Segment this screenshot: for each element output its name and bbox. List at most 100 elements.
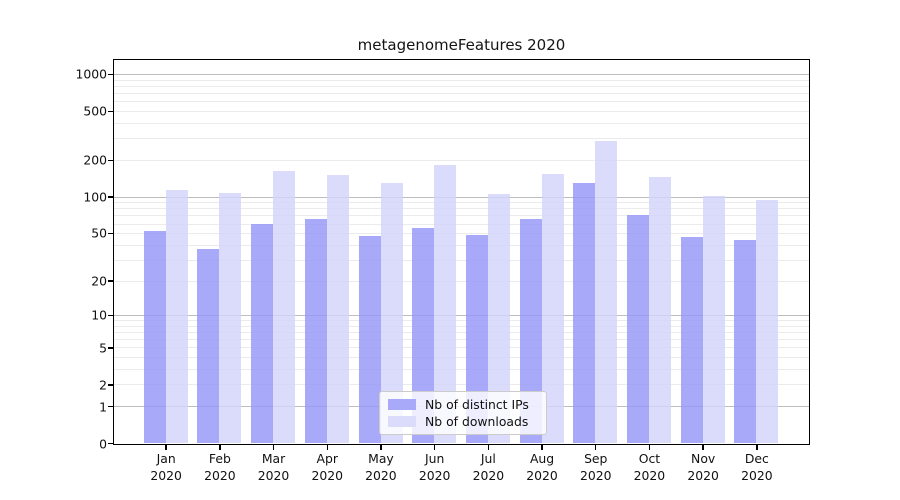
x-tick-year: 2020 bbox=[150, 467, 182, 483]
gridline-minor bbox=[114, 325, 809, 327]
x-tick-mark bbox=[702, 445, 704, 450]
y-tick-label: 1000 bbox=[75, 66, 107, 82]
gridline-minor bbox=[114, 159, 809, 161]
x-tick-mark bbox=[219, 445, 221, 450]
x-tick-year: 2020 bbox=[204, 467, 236, 483]
y-tick-label: 1 bbox=[99, 399, 107, 415]
gridline-minor bbox=[114, 215, 809, 217]
gridline-minor bbox=[114, 101, 809, 103]
bar-downloads bbox=[541, 174, 564, 444]
x-tick-label: Jun 2020 bbox=[403, 451, 467, 484]
y-tick-mark bbox=[108, 159, 113, 161]
x-tick-year: 2020 bbox=[526, 467, 558, 483]
gridline-minor bbox=[114, 202, 809, 204]
x-tick-label: Sep 2020 bbox=[564, 451, 628, 484]
gridline-minor bbox=[114, 244, 809, 246]
y-tick-label: 0 bbox=[99, 436, 107, 452]
x-tick-month: Nov bbox=[691, 451, 716, 466]
bar-distinct-ips bbox=[304, 218, 327, 444]
y-tick-mark bbox=[108, 280, 113, 282]
x-tick-label: Mar 2020 bbox=[242, 451, 306, 484]
x-tick-year: 2020 bbox=[741, 467, 773, 483]
y-tick-mark bbox=[108, 110, 113, 113]
x-tick-mark bbox=[595, 445, 597, 450]
x-tick-year: 2020 bbox=[687, 467, 719, 483]
bar-distinct-ips bbox=[251, 223, 274, 444]
x-tick-mark bbox=[380, 445, 382, 450]
gridline-minor bbox=[114, 347, 809, 349]
gridline-minor bbox=[114, 223, 809, 225]
bar-downloads bbox=[219, 192, 242, 444]
x-tick-year: 2020 bbox=[418, 467, 451, 483]
bar-downloads bbox=[595, 140, 618, 444]
gridline-minor bbox=[114, 110, 809, 112]
legend-label-downloads: Nb of downloads bbox=[425, 414, 529, 429]
bar-downloads bbox=[756, 200, 779, 444]
x-tick-label: Feb 2020 bbox=[188, 451, 252, 484]
plot-area bbox=[113, 59, 810, 445]
y-tick-mark bbox=[108, 73, 113, 76]
x-tick-mark bbox=[433, 445, 436, 450]
gridline-minor bbox=[114, 122, 809, 124]
y-tick-label: 10 bbox=[91, 307, 107, 323]
x-tick-mark bbox=[648, 445, 651, 450]
y-tick-label: 2 bbox=[99, 377, 107, 393]
y-tick-mark bbox=[108, 314, 113, 317]
bar-downloads bbox=[380, 183, 403, 444]
x-tick-year: 2020 bbox=[365, 467, 397, 483]
x-tick-mark bbox=[165, 445, 167, 450]
x-tick-mark bbox=[541, 445, 543, 450]
gridline-minor bbox=[114, 79, 809, 81]
gridline-minor bbox=[114, 369, 809, 371]
y-tick-mark bbox=[108, 405, 113, 408]
y-tick-label: 200 bbox=[83, 152, 107, 168]
bar-downloads bbox=[434, 165, 457, 444]
y-tick-label: 5 bbox=[99, 340, 107, 356]
x-tick-month: Mar bbox=[261, 451, 286, 466]
gridline-minor bbox=[114, 85, 809, 87]
x-tick-year: 2020 bbox=[311, 467, 344, 483]
bar-downloads bbox=[165, 190, 188, 444]
x-tick-label: Nov 2020 bbox=[671, 451, 735, 484]
gridline-minor bbox=[114, 384, 809, 386]
bar-distinct-ips bbox=[358, 236, 381, 444]
x-tick-year: 2020 bbox=[633, 467, 666, 483]
legend-swatch-downloads bbox=[388, 416, 416, 427]
gridline-minor bbox=[114, 332, 809, 334]
bar-downloads bbox=[702, 196, 725, 444]
legend: Nb of distinct IPs Nb of downloads bbox=[379, 391, 547, 435]
y-tick-mark bbox=[108, 384, 113, 386]
gridline-major bbox=[114, 74, 809, 75]
gridline-major bbox=[114, 315, 809, 317]
x-tick-label: Dec 2020 bbox=[725, 451, 789, 484]
chart-title: metagenomeFeatures 2020 bbox=[357, 36, 566, 54]
bar-distinct-ips bbox=[197, 248, 220, 444]
x-tick-mark bbox=[326, 445, 328, 450]
x-tick-month: Dec bbox=[744, 451, 769, 466]
x-tick-label: Apr 2020 bbox=[295, 451, 359, 484]
x-tick-mark bbox=[272, 445, 275, 450]
legend-item-distinct-ips: Nb of distinct IPs bbox=[388, 397, 538, 412]
x-tick-label: Oct 2020 bbox=[617, 451, 681, 484]
gridline-minor bbox=[114, 138, 809, 140]
x-tick-month: Aug bbox=[529, 451, 555, 466]
x-tick-year: 2020 bbox=[579, 467, 612, 483]
y-tick-label: 100 bbox=[83, 189, 107, 205]
y-tick-label: 50 bbox=[91, 225, 107, 241]
y-tick-mark bbox=[108, 442, 113, 445]
bar-distinct-ips bbox=[627, 215, 650, 444]
y-tick-label: 500 bbox=[83, 103, 107, 119]
y-tick-mark bbox=[108, 347, 113, 349]
gridline-major bbox=[114, 196, 809, 198]
bar-distinct-ips bbox=[519, 219, 542, 444]
x-tick-year: 2020 bbox=[472, 467, 505, 483]
bar-distinct-ips bbox=[734, 239, 757, 444]
x-tick-month: May bbox=[368, 451, 394, 466]
x-tick-mark bbox=[756, 445, 758, 450]
bar-distinct-ips bbox=[573, 182, 596, 444]
y-tick-mark bbox=[108, 196, 113, 198]
x-tick-label: Aug 2020 bbox=[510, 451, 574, 484]
bar-downloads bbox=[649, 176, 672, 444]
gridline-minor bbox=[114, 233, 809, 235]
